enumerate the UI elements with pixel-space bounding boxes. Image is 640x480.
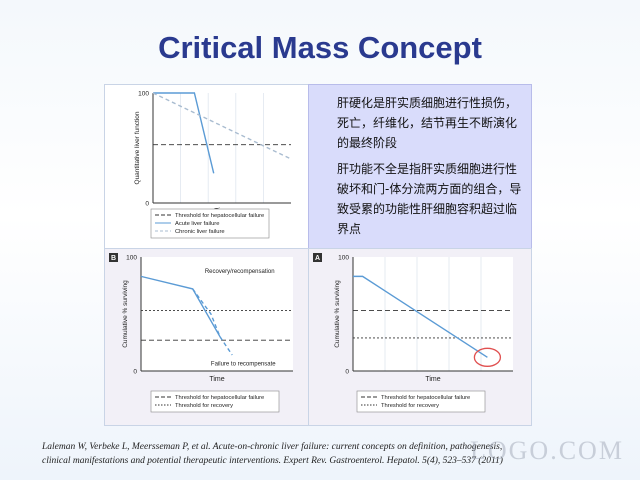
series-line: [219, 336, 233, 356]
panel-label-box: [313, 253, 322, 262]
chart-panel-a: 0 100 Time Cumulative % surviving A Threshold…: [308, 248, 532, 426]
citation-line-2: clinical manifestations and potential th…: [42, 456, 503, 466]
highlight-circle: [473, 347, 502, 367]
y-tick-label: 0: [345, 369, 349, 376]
series-line: [140, 275, 221, 338]
panel-label: B: [111, 255, 116, 262]
chart-liver-function: 0100TimeQuantitative liver functionThres…: [134, 91, 292, 239]
y-tick-label: 100: [138, 91, 149, 98]
series-line: [353, 275, 488, 358]
legend-box: [150, 390, 280, 413]
chart-panel-b: 0 100 Time Cumulative % surviving B Recovery/…: [104, 248, 309, 426]
y-tick-label: 0: [133, 369, 137, 376]
x-axis-label: Time: [209, 376, 224, 383]
y-axis-label: Quantitative liver function: [134, 111, 141, 184]
plot-area: [153, 93, 291, 203]
x-axis-label: Time: [425, 376, 440, 383]
chart-panel-liver-function: 0100TimeQuantitative liver functionThres…: [104, 84, 309, 249]
y-axis-label: Cumulative % surviving: [122, 280, 129, 348]
panel-label-box: [109, 253, 118, 262]
legend-label: Threshold for hepatocellular failure: [175, 395, 264, 401]
annotation-recovery: Recovery/recompensation: [205, 269, 275, 275]
legend-label: Threshold for recovery: [175, 403, 233, 409]
legend-label: Acute liver failure: [175, 221, 219, 227]
chart-survival-b: 0 100 Time Cumulative % surviving B Recovery/…: [109, 253, 293, 413]
chart-survival-a: 0 100 Time Cumulative % surviving A Threshold…: [313, 253, 513, 413]
annotation-failure: Failure to recompensate: [211, 361, 276, 367]
text-paragraph-2: 肝功能不全是指肝实质细胞进行性破坏和门-体分流两方面的组合，导致受累的功能性肝细…: [337, 162, 522, 236]
text-panel: 肝硬化是肝实质细胞进行性损伤，死亡，纤维化，结节再生不断演化的最终阶段 肝功能不…: [308, 84, 532, 249]
legend-label: Threshold for hepatocellular failure: [381, 395, 470, 401]
legend-label: Threshold for hepatocellular failure: [175, 213, 264, 219]
y-tick-label: 100: [338, 255, 349, 262]
plot-area: [141, 257, 293, 371]
legend-label: Threshold for recovery: [381, 403, 439, 409]
legend-label: Chronic liver failure: [175, 229, 225, 235]
slide-title: Critical Mass Concept: [158, 30, 482, 65]
citation-line-1: Laleman W, Verbeke L, Meersseman P, et a…: [42, 442, 503, 452]
y-axis-label: Cumulative % surviving: [334, 280, 341, 348]
series-line: [192, 288, 221, 338]
y-tick-label: 100: [126, 255, 137, 262]
series-line: [152, 92, 292, 160]
text-paragraph-1: 肝硬化是肝实质细胞进行性损伤，死亡，纤维化，结节再生不断演化的最终阶段: [337, 96, 518, 150]
series-line: [153, 92, 215, 174]
panel-label: A: [315, 255, 320, 262]
watermark: LOGO.COM: [470, 436, 624, 465]
y-tick-label: 0: [145, 201, 149, 208]
legend-box: [356, 390, 486, 413]
plot-area: [353, 257, 513, 371]
citation: Laleman W, Verbeke L, Meersseman P, et a…: [42, 440, 602, 468]
